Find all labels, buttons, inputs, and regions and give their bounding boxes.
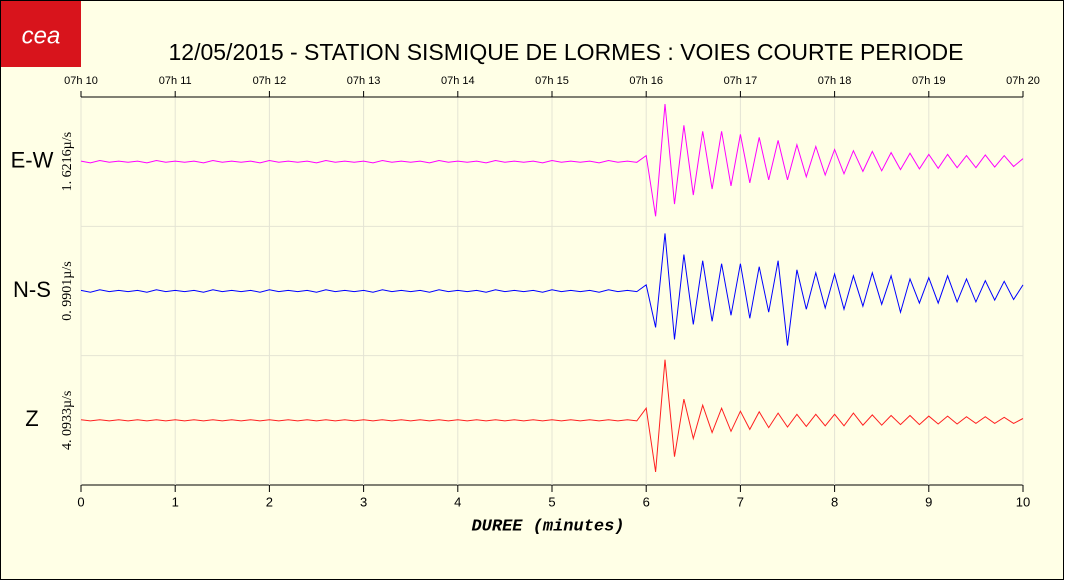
trace-name: E-W <box>11 147 54 172</box>
logo-box <box>1 1 81 67</box>
x-tick-label: 7 <box>737 494 744 509</box>
top-tick-label: 07h 15 <box>535 75 569 87</box>
trace <box>80 359 1024 472</box>
top-tick-label: 07h 10 <box>64 75 98 87</box>
x-axis-label: DUREE (minutes) <box>471 517 624 536</box>
x-tick-label: 1 <box>172 494 179 509</box>
trace-name: Z <box>25 406 38 431</box>
logo: cea <box>22 22 61 49</box>
trace <box>80 233 1024 346</box>
top-tick-label: 07h 16 <box>629 75 663 87</box>
x-tick-label: 0 <box>77 494 84 509</box>
x-tick-label: 10 <box>1016 494 1030 509</box>
top-tick-label: 07h 20 <box>1006 75 1040 87</box>
x-tick-label: 3 <box>360 494 367 509</box>
trace-scale: 4. 0933µ/s <box>60 391 75 450</box>
trace <box>80 103 1024 217</box>
x-tick-label: 5 <box>548 494 555 509</box>
top-tick-label: 07h 13 <box>347 75 381 87</box>
x-tick-label: 8 <box>831 494 838 509</box>
x-tick-label: 9 <box>925 494 932 509</box>
top-tick-label: 07h 11 <box>159 75 192 87</box>
top-tick-label: 07h 18 <box>818 75 852 87</box>
trace-scale: 1. 6216µ/s <box>60 132 75 191</box>
chart-title: 12/05/2015 - STATION SISMIQUE DE LORMES … <box>169 39 964 65</box>
top-tick-label: 07h 19 <box>912 75 946 87</box>
x-tick-label: 4 <box>454 494 461 509</box>
trace-scale: 0. 9901µ/s <box>60 261 75 320</box>
x-tick-label: 2 <box>266 494 273 509</box>
trace-name: N-S <box>13 277 51 302</box>
top-tick-label: 07h 12 <box>253 75 287 87</box>
x-tick-label: 6 <box>643 494 650 509</box>
top-tick-label: 07h 14 <box>441 75 475 87</box>
top-tick-label: 07h 17 <box>724 75 758 87</box>
